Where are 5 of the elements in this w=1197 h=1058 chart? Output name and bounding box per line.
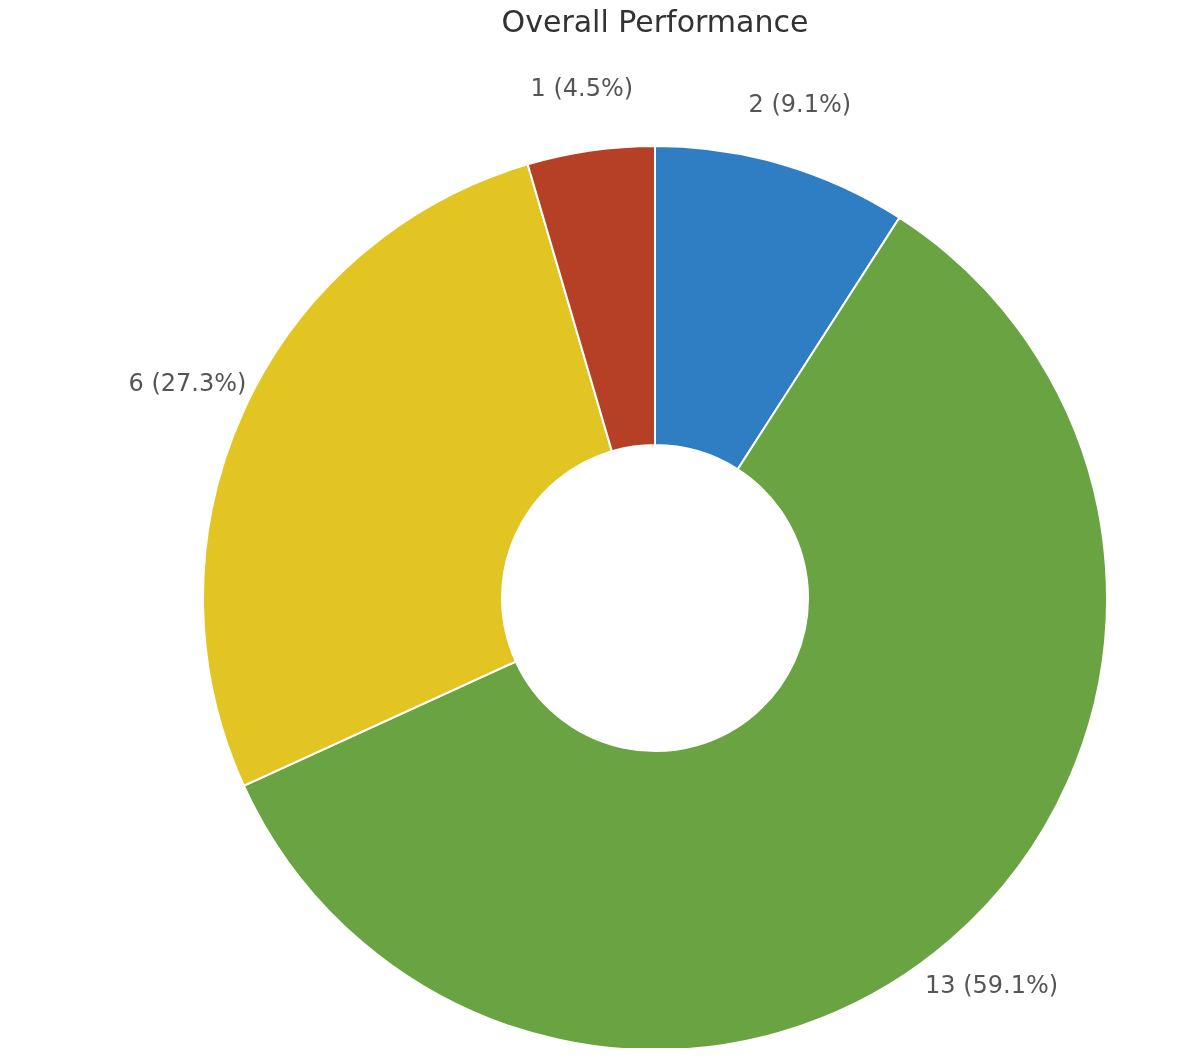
chart-title: Overall Performance xyxy=(500,4,810,39)
data-label: 2 (9.1%) xyxy=(748,89,852,118)
data-label: 1 (4.5%) xyxy=(530,74,634,103)
data-label: 6 (27.3%) xyxy=(128,369,247,398)
data-label: 13 (59.1%) xyxy=(925,971,1059,1000)
